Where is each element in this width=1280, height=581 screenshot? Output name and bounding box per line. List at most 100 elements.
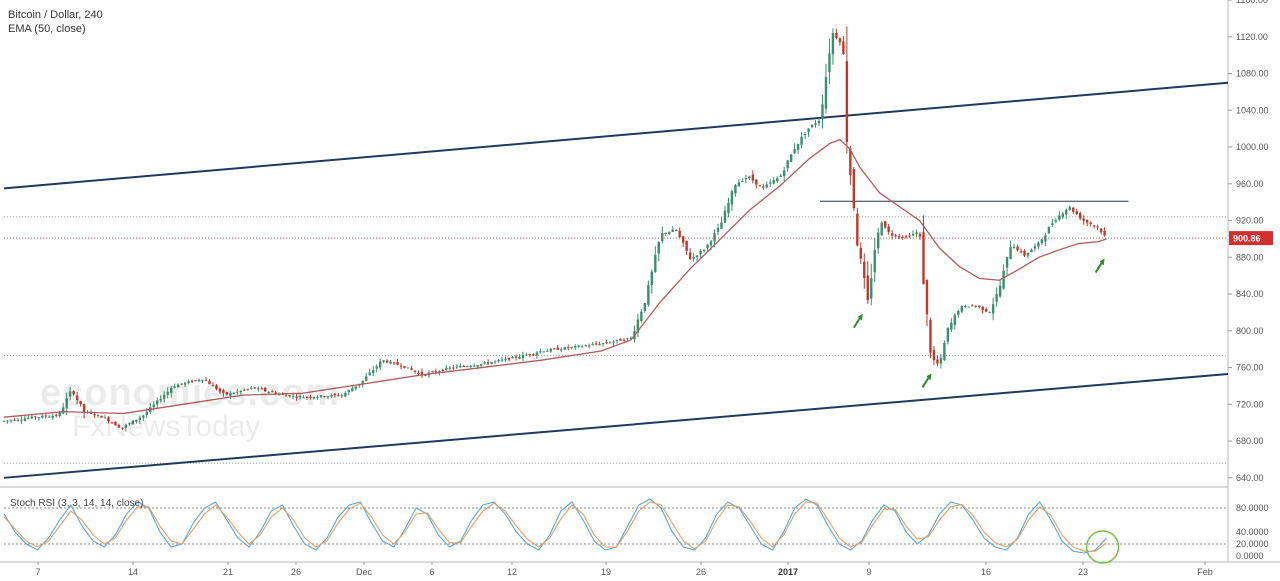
candle-body <box>807 128 810 132</box>
candle-body <box>776 178 779 182</box>
candle-body <box>883 221 887 228</box>
candle-body <box>156 400 159 405</box>
candle-body <box>880 222 883 236</box>
arrow-markers <box>852 258 1105 388</box>
candle-body <box>445 367 448 370</box>
candle-body <box>163 395 166 399</box>
candle-body <box>1092 225 1096 227</box>
candle-body <box>55 414 58 416</box>
candle-body <box>622 339 626 341</box>
candle-body <box>441 369 445 371</box>
candle-body <box>107 417 110 422</box>
time-tick-label: 7 <box>35 567 40 577</box>
time-tick-label: 6 <box>429 567 434 577</box>
candle-body <box>260 388 263 390</box>
candle-body <box>991 304 995 314</box>
candle-body <box>668 232 671 235</box>
candle-body <box>274 392 277 395</box>
candle-body <box>706 244 709 249</box>
candle-body <box>110 422 114 424</box>
candle-body <box>403 366 406 368</box>
candle-body <box>587 345 591 347</box>
up-arrow-head <box>857 313 863 321</box>
candle-body <box>13 419 16 421</box>
candle-body <box>27 417 30 419</box>
candle-body <box>1096 226 1099 228</box>
oversold-highlight-circle <box>1085 530 1120 564</box>
candle-body <box>378 361 382 368</box>
candle-body <box>943 342 946 361</box>
candle-body <box>779 175 782 177</box>
candle-body <box>462 366 465 368</box>
candle-body <box>62 407 65 414</box>
candle-body <box>493 361 497 363</box>
price-tick-label: 760.00 <box>1236 363 1264 373</box>
candle-body <box>539 351 542 353</box>
candle-body <box>542 351 546 353</box>
candle-body <box>817 120 821 124</box>
candle-body <box>483 362 486 364</box>
candle-body <box>563 347 566 350</box>
candle-body <box>1103 230 1106 236</box>
candle-body <box>577 345 580 347</box>
candle-body <box>312 396 316 399</box>
candle-body <box>51 415 54 418</box>
candle-body <box>371 370 375 374</box>
candle-body <box>1037 242 1040 247</box>
candle-body <box>323 396 326 398</box>
price-axis[interactable]: 640.00 680.00 720.00 760.00 800.00 840.00 880.… <box>1228 0 1269 483</box>
candle-body <box>239 390 243 393</box>
indicator-title: EMA (50, close) <box>8 23 86 35</box>
candle-body <box>1054 220 1058 222</box>
candle-body <box>183 382 187 385</box>
candle-body <box>744 178 748 180</box>
candle-body <box>448 367 452 369</box>
candle-body <box>647 284 650 305</box>
time-tick-label: 26 <box>696 567 706 577</box>
candle-body <box>831 32 835 55</box>
candle-body <box>730 191 734 205</box>
candle-body <box>789 154 793 162</box>
candle-body <box>406 367 410 369</box>
candle-body <box>103 417 107 419</box>
candle-body <box>1079 213 1082 219</box>
candle-body <box>431 371 434 373</box>
stoch-series-d <box>3 501 1107 552</box>
candle-body <box>1030 249 1033 253</box>
price-tick-label: 1120.00 <box>1236 32 1268 42</box>
time-axis[interactable]: 7 14 21 26 Dec 6 12 19 26 2017 9 16 23 Feb <box>35 562 1213 577</box>
candle-body <box>472 365 476 367</box>
candle-body <box>525 354 528 356</box>
candle-body <box>654 255 657 272</box>
candle-body <box>30 416 34 419</box>
candle-body <box>762 186 765 188</box>
candle-body <box>727 202 730 214</box>
candle-body <box>117 425 121 428</box>
candle-body <box>190 380 194 382</box>
up-arrow-shaft <box>921 375 931 388</box>
candle-body <box>246 388 250 390</box>
candle-body <box>528 354 532 356</box>
price-badge-label: 900.86 <box>1233 234 1261 244</box>
candle-body <box>1047 226 1051 234</box>
candle-body <box>159 399 162 401</box>
candle-body <box>396 362 399 365</box>
candle-body <box>385 360 389 363</box>
candle-body <box>469 365 472 368</box>
candle-body <box>974 305 977 307</box>
candle-body <box>640 311 643 321</box>
candle-body <box>695 255 699 258</box>
candle-body <box>549 348 553 352</box>
candle-body <box>675 229 678 231</box>
candle-body <box>894 235 897 237</box>
candle-body <box>218 388 222 392</box>
candle-body <box>72 391 75 395</box>
time-tick-label: Feb <box>1197 567 1213 577</box>
candle-body <box>264 388 267 392</box>
candle-body <box>765 184 768 188</box>
candle-body <box>145 411 148 415</box>
candle-body <box>803 134 807 136</box>
candle-body <box>845 61 849 143</box>
candle-body <box>608 342 612 344</box>
chart-legend: Bitcoin / Dollar, 240 EMA (50, close) <box>8 8 103 36</box>
